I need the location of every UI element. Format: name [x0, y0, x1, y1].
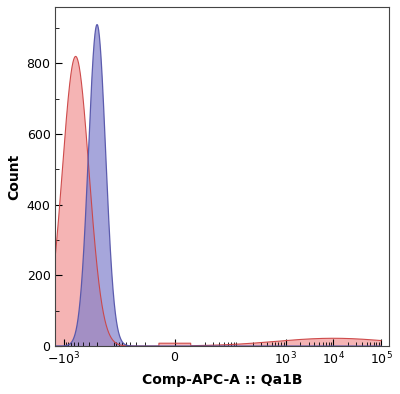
X-axis label: Comp-APC-A :: Qa1B: Comp-APC-A :: Qa1B — [142, 373, 303, 387]
Y-axis label: Count: Count — [7, 153, 21, 200]
